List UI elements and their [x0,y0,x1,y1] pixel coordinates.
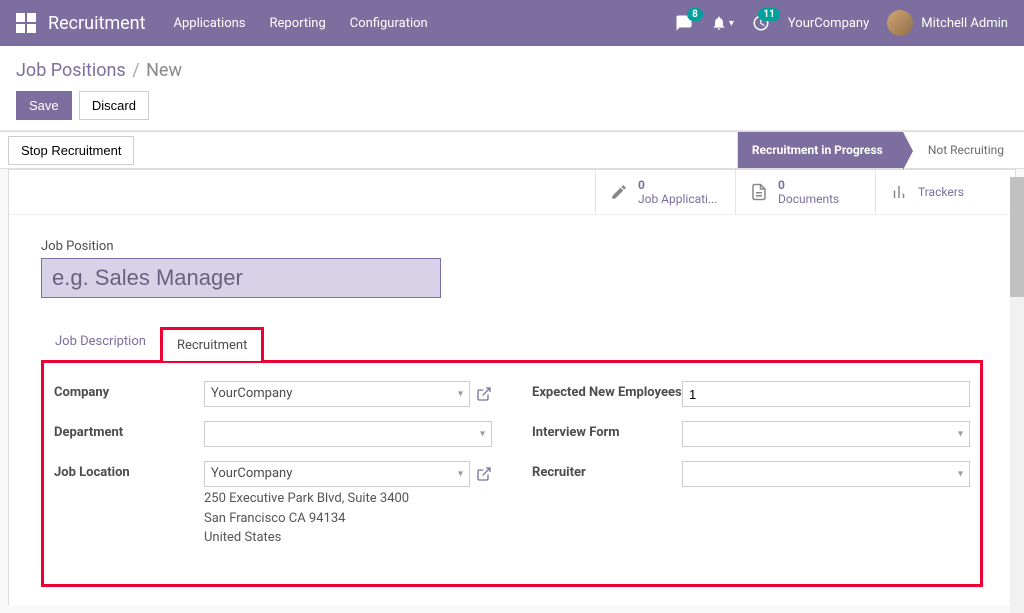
stop-recruitment-button[interactable]: Stop Recruitment [8,136,134,165]
stat-trackers[interactable]: Trackers [875,170,1015,214]
location-external-link-icon[interactable] [476,466,492,482]
nav-reporting[interactable]: Reporting [270,16,326,31]
app-brand[interactable]: Recruitment [48,13,146,34]
breadcrumb: Job Positions / New [16,60,1008,81]
tabs: Job Description Recruitment [41,326,983,361]
document-icon [750,183,768,201]
statusbar: Stop Recruitment Recruitment in Progress… [0,131,1024,169]
status-in-progress[interactable]: Recruitment in Progress [737,132,903,168]
company-external-link-icon[interactable] [476,386,492,402]
expected-label: Expected New Employees [532,381,682,400]
bar-chart-icon [890,183,908,201]
department-label: Department [54,421,204,440]
topbar: Recruitment Applications Reporting Confi… [0,0,1024,46]
location-select[interactable]: YourCompany▾ [204,461,470,487]
status-not-recruiting[interactable]: Not Recruiting [903,132,1024,168]
stat-trackers-label: Trackers [918,185,964,199]
interview-label: Interview Form [532,421,682,440]
recruiter-select[interactable]: ▾ [682,461,970,487]
location-label: Job Location [54,461,204,480]
job-position-label: Job Position [41,239,983,254]
stat-buttons: 0Job Applicati... 0Documents Trackers [9,170,1015,215]
job-position-input[interactable] [41,258,441,298]
stat-applications-count: 0 [638,178,717,192]
nav-applications[interactable]: Applications [174,16,246,31]
vertical-scrollbar[interactable] [1010,177,1024,613]
avatar [887,10,913,36]
breadcrumb-current: New [146,60,182,81]
systray: 8 ▾ 11 YourCompany Mitchell Admin [675,10,1008,36]
form-sheet: 0Job Applicati... 0Documents Trackers Jo… [8,169,1016,605]
recruitment-tab-content: Company YourCompany▾ Department ▾ Job [41,360,983,587]
nav-configuration[interactable]: Configuration [350,16,428,31]
save-button[interactable]: Save [16,91,72,120]
user-name: Mitchell Admin [921,16,1008,31]
discard-button[interactable]: Discard [79,91,149,120]
stat-applications-label: Job Applicati... [638,192,717,206]
activities-badge: 11 [758,8,779,21]
notifications-icon[interactable]: ▾ [711,15,734,31]
pencil-icon [610,183,628,201]
user-menu[interactable]: Mitchell Admin [887,10,1008,36]
apps-icon[interactable] [16,13,36,33]
company-label: Company [54,381,204,400]
control-panel: Job Positions / New Save Discard [0,46,1024,131]
stat-documents-label: Documents [778,192,839,206]
tab-job-description[interactable]: Job Description [41,326,160,360]
department-select[interactable]: ▾ [204,421,492,447]
interview-select[interactable]: ▾ [682,421,970,447]
breadcrumb-sep: / [132,60,139,81]
company-select[interactable]: YourCompany▾ [204,381,470,407]
breadcrumb-root[interactable]: Job Positions [16,60,126,81]
messages-icon[interactable]: 8 [675,14,693,32]
tab-recruitment[interactable]: Recruitment [160,327,264,361]
location-address: 250 Executive Park Blvd, Suite 3400 San … [204,489,492,548]
recruiter-label: Recruiter [532,461,682,480]
messages-badge: 8 [687,8,703,21]
stat-documents[interactable]: 0Documents [735,170,875,214]
stat-applications[interactable]: 0Job Applicati... [595,170,735,214]
activities-icon[interactable]: 11 [752,14,770,32]
expected-input[interactable] [682,381,970,407]
company-switcher[interactable]: YourCompany [788,16,869,31]
stat-documents-count: 0 [778,178,839,192]
